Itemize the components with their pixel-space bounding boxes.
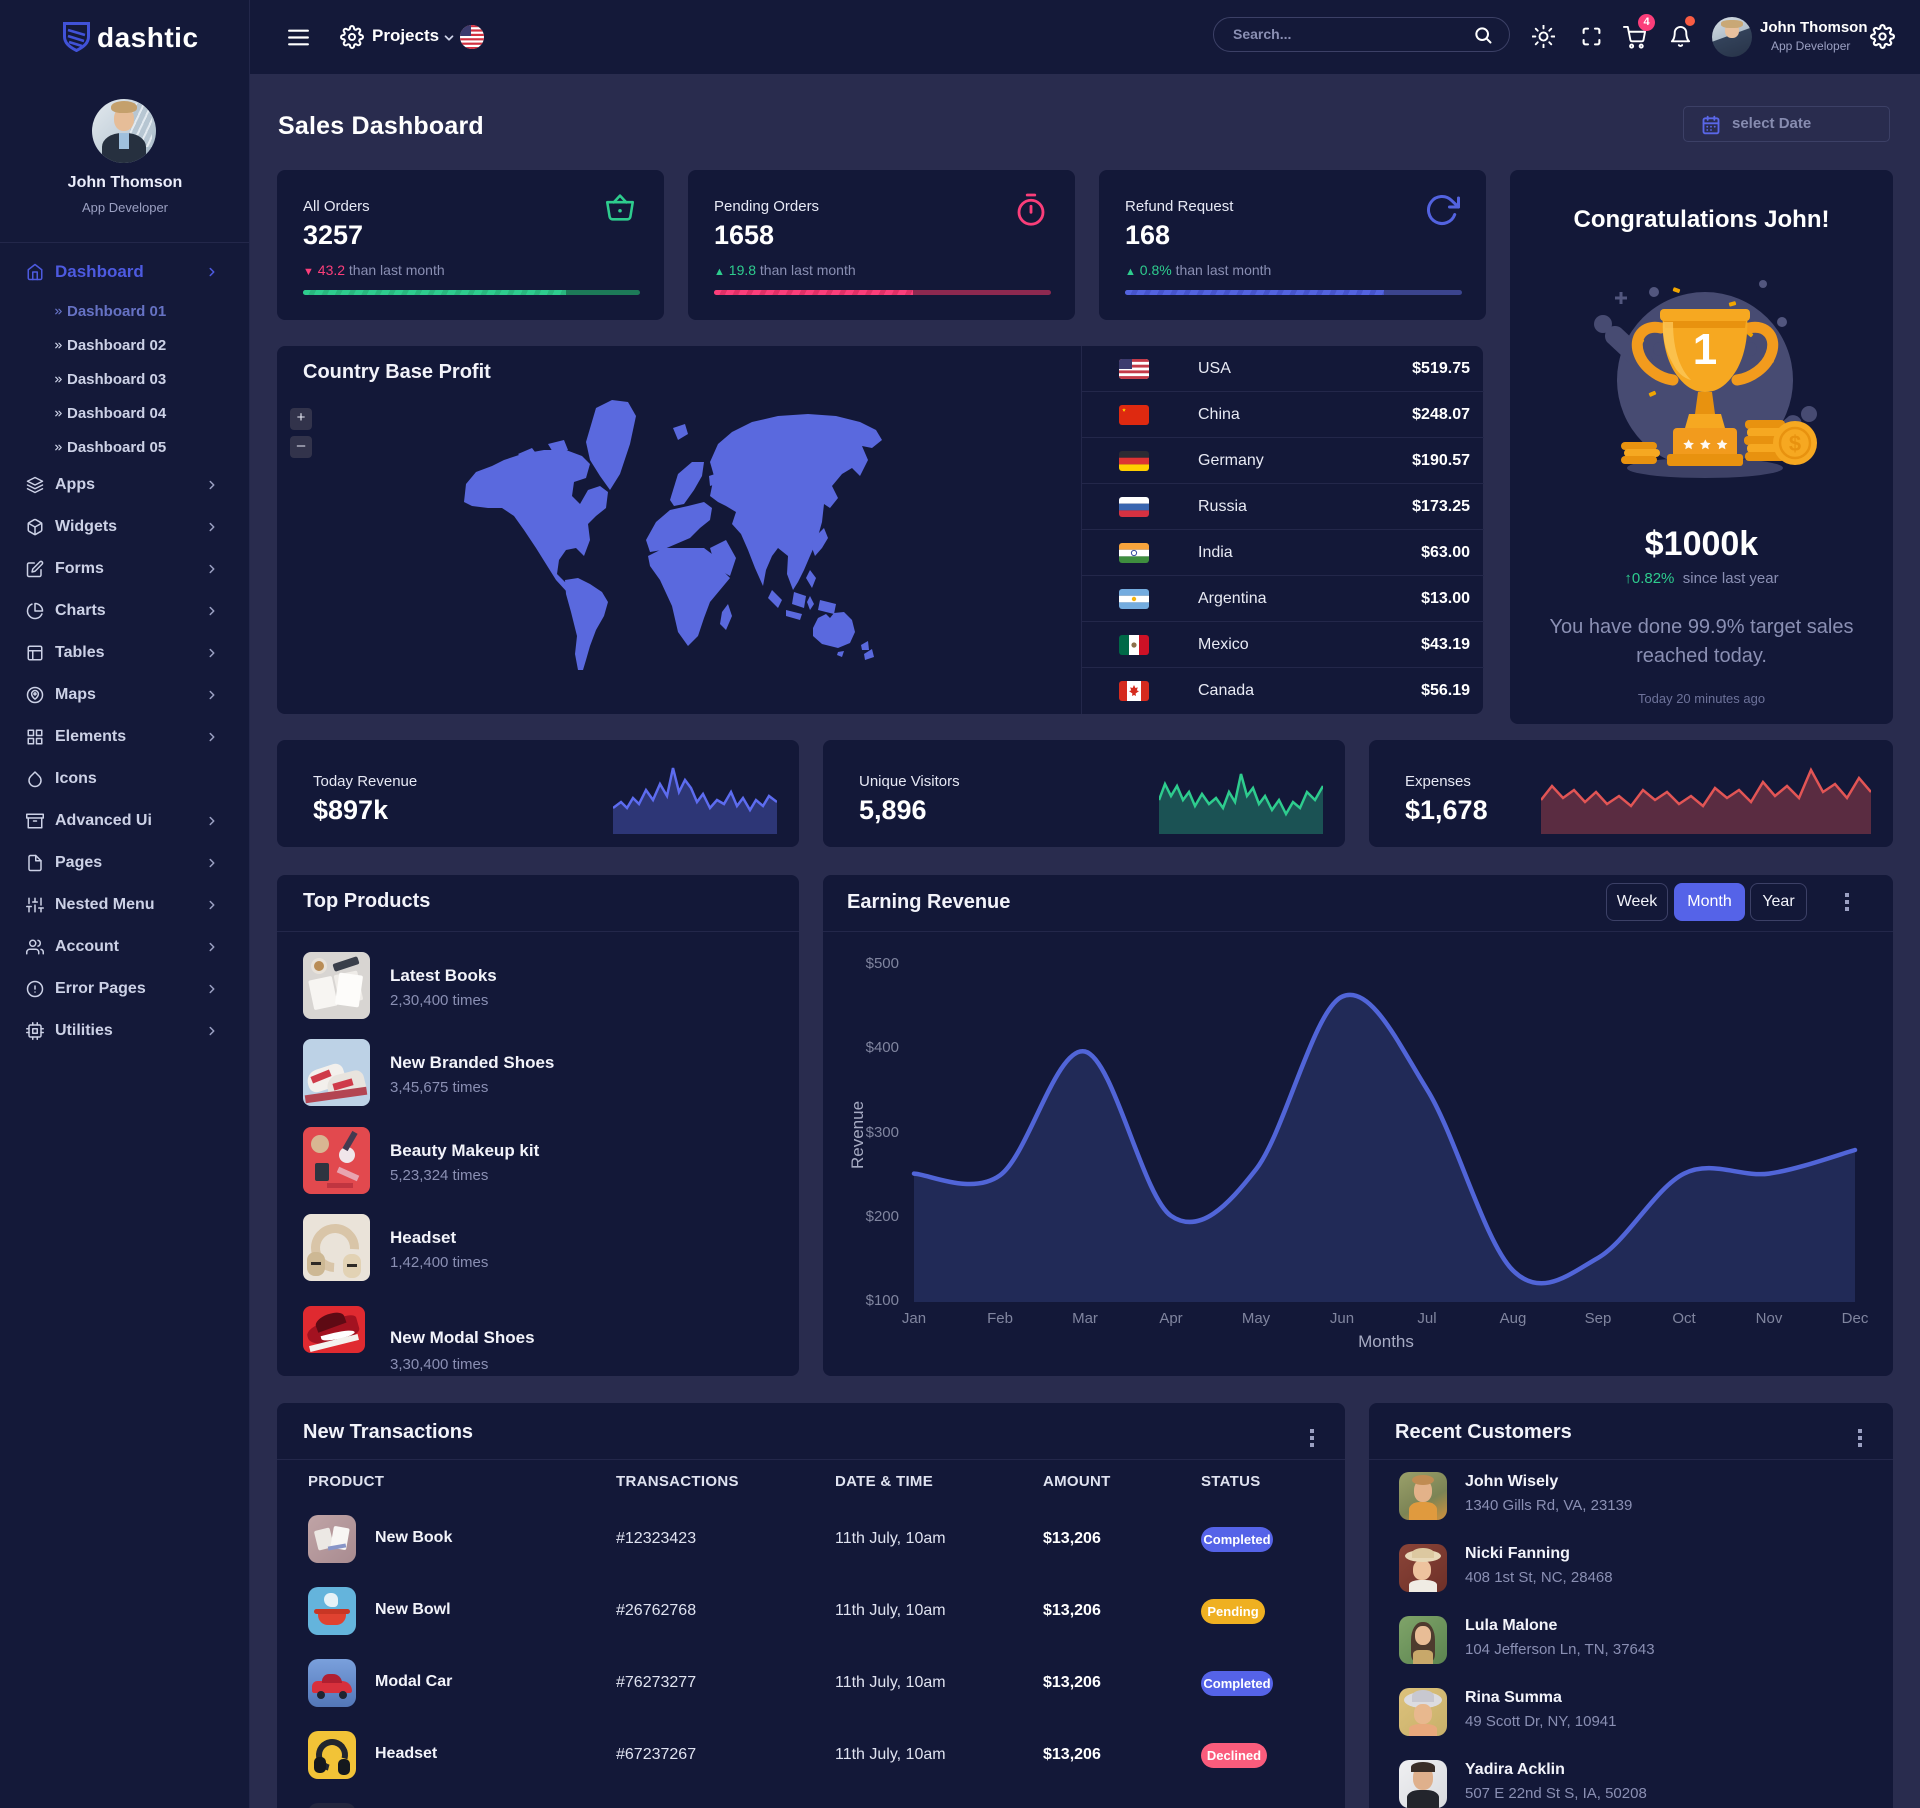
svg-text:Sep: Sep	[1585, 1310, 1612, 1327]
svg-text:$100: $100	[866, 1292, 899, 1309]
svg-text:Jan: Jan	[902, 1310, 926, 1327]
svg-text:Feb: Feb	[987, 1310, 1013, 1327]
svg-text:Dec: Dec	[1842, 1310, 1869, 1327]
svg-text:$400: $400	[866, 1039, 899, 1056]
svg-text:Oct: Oct	[1672, 1310, 1696, 1327]
svg-text:Aug: Aug	[1500, 1310, 1527, 1327]
svg-text:Apr: Apr	[1159, 1310, 1182, 1327]
svg-text:$500: $500	[866, 955, 899, 972]
svg-text:Jun: Jun	[1330, 1310, 1354, 1327]
svg-text:$: $	[1788, 431, 1800, 456]
svg-text:1: 1	[1692, 325, 1716, 374]
svg-text:May: May	[1242, 1310, 1271, 1327]
svg-text:$300: $300	[866, 1124, 899, 1141]
svg-text:Nov: Nov	[1756, 1310, 1783, 1327]
svg-text:Months: Months	[1358, 1332, 1414, 1351]
svg-text:Jul: Jul	[1417, 1310, 1436, 1327]
svg-text:Mar: Mar	[1072, 1310, 1098, 1327]
svg-text:$200: $200	[866, 1208, 899, 1225]
svg-text:Revenue: Revenue	[848, 1101, 867, 1169]
